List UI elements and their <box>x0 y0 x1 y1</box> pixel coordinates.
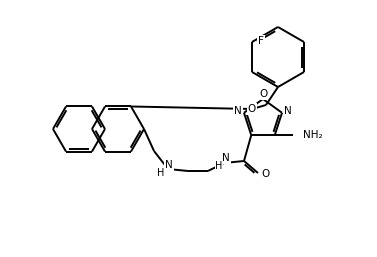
Text: F: F <box>258 36 264 46</box>
Text: N: N <box>284 106 292 116</box>
Text: O: O <box>248 104 256 114</box>
Text: H: H <box>215 161 223 171</box>
Text: N: N <box>165 160 173 170</box>
Text: O: O <box>259 89 267 99</box>
Text: NH₂: NH₂ <box>303 130 322 140</box>
Text: H: H <box>157 168 165 178</box>
Text: O: O <box>261 169 269 179</box>
Text: N: N <box>234 106 242 116</box>
Text: N: N <box>222 153 230 163</box>
